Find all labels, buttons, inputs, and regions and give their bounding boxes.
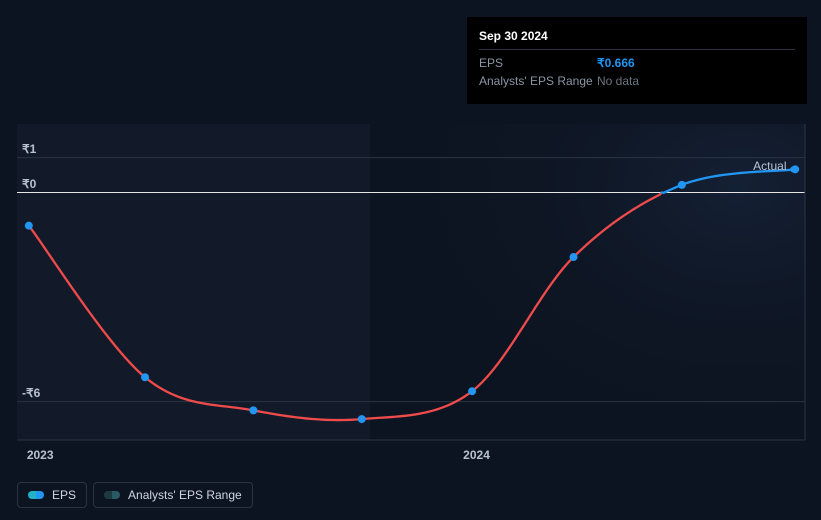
tooltip-row-value: ₹0.666 xyxy=(597,54,635,72)
chart-tooltip: Sep 30 2024 EPS₹0.666Analysts' EPS Range… xyxy=(467,17,807,104)
actual-label: Actual xyxy=(753,159,786,173)
legend-label: EPS xyxy=(52,488,76,502)
tooltip-row: Analysts' EPS RangeNo data xyxy=(479,72,795,90)
tooltip-row-label: Analysts' EPS Range xyxy=(479,72,597,90)
tooltip-row-value: No data xyxy=(597,72,639,90)
y-axis-label: ₹1 xyxy=(22,142,36,156)
tooltip-date: Sep 30 2024 xyxy=(479,27,795,50)
tooltip-row: EPS₹0.666 xyxy=(479,54,795,72)
legend-swatch-icon xyxy=(104,491,120,499)
chart-legend: EPS Analysts' EPS Range xyxy=(17,482,253,508)
legend-item[interactable]: EPS xyxy=(17,482,87,508)
x-axis-label: 2024 xyxy=(463,448,490,462)
y-axis-label: -₹6 xyxy=(22,386,40,400)
legend-item[interactable]: Analysts' EPS Range xyxy=(93,482,253,508)
tooltip-row-label: EPS xyxy=(479,54,597,72)
legend-swatch-icon xyxy=(28,491,44,499)
eps-chart: ₹1₹0-₹620232024 Sep 30 2024 EPS₹0.666Ana… xyxy=(0,0,821,520)
legend-label: Analysts' EPS Range xyxy=(128,488,242,502)
x-axis-label: 2023 xyxy=(27,448,54,462)
y-axis-label: ₹0 xyxy=(22,177,36,191)
